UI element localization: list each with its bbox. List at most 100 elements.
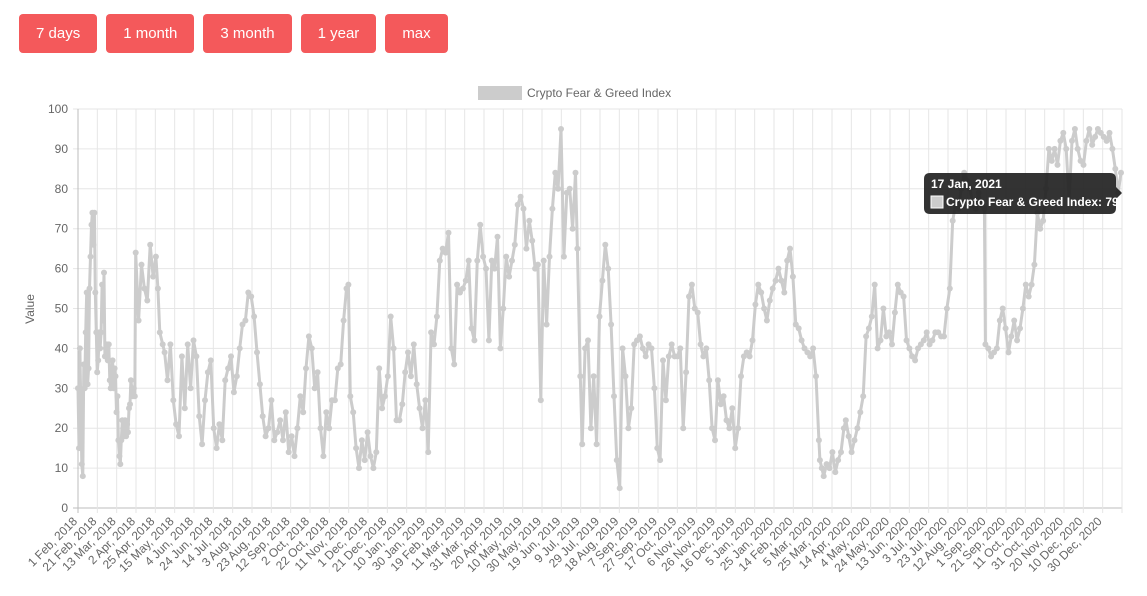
data-point[interactable] bbox=[483, 265, 489, 272]
data-point[interactable] bbox=[662, 397, 669, 404]
data-point[interactable] bbox=[152, 253, 159, 260]
data-point[interactable] bbox=[474, 257, 481, 264]
data-point[interactable] bbox=[91, 209, 98, 216]
data-point[interactable] bbox=[758, 289, 765, 296]
data-point[interactable] bbox=[251, 313, 258, 320]
data-point[interactable] bbox=[78, 461, 85, 468]
data-point[interactable] bbox=[144, 297, 151, 304]
data-point[interactable] bbox=[590, 373, 597, 380]
data-point[interactable] bbox=[156, 329, 163, 336]
data-point[interactable] bbox=[127, 377, 134, 384]
data-point[interactable] bbox=[97, 345, 104, 352]
data-point[interactable] bbox=[863, 333, 870, 340]
data-point[interactable] bbox=[248, 293, 255, 300]
data-point[interactable] bbox=[723, 417, 730, 424]
data-point[interactable] bbox=[196, 413, 203, 420]
data-point[interactable] bbox=[445, 229, 452, 236]
data-point[interactable] bbox=[668, 341, 675, 348]
data-point[interactable] bbox=[120, 425, 127, 432]
data-point[interactable] bbox=[616, 485, 623, 492]
data-point[interactable] bbox=[784, 257, 791, 264]
data-point[interactable] bbox=[810, 345, 817, 352]
data-point[interactable] bbox=[320, 453, 327, 460]
data-point[interactable] bbox=[288, 433, 295, 440]
data-point[interactable] bbox=[1069, 137, 1075, 144]
data-point[interactable] bbox=[497, 345, 504, 352]
data-point[interactable] bbox=[268, 397, 275, 404]
data-point[interactable] bbox=[574, 245, 581, 252]
data-point[interactable] bbox=[674, 353, 681, 360]
data-point[interactable] bbox=[462, 277, 469, 284]
data-point[interactable] bbox=[1011, 317, 1018, 324]
data-point[interactable] bbox=[1103, 137, 1110, 144]
data-point[interactable] bbox=[178, 353, 185, 360]
data-point[interactable] bbox=[943, 305, 950, 312]
data-point[interactable] bbox=[130, 385, 137, 392]
data-point[interactable] bbox=[454, 281, 461, 288]
data-point[interactable] bbox=[277, 417, 284, 424]
data-point[interactable] bbox=[1031, 261, 1038, 268]
data-point[interactable] bbox=[694, 309, 701, 316]
data-point[interactable] bbox=[1109, 145, 1116, 152]
data-point[interactable] bbox=[889, 341, 895, 348]
data-point[interactable] bbox=[1028, 281, 1035, 288]
data-point[interactable] bbox=[173, 421, 180, 428]
data-point[interactable] bbox=[433, 313, 440, 320]
data-point[interactable] bbox=[611, 393, 617, 400]
data-point[interactable] bbox=[367, 453, 374, 460]
data-point[interactable] bbox=[213, 445, 220, 452]
data-point[interactable] bbox=[323, 409, 330, 416]
data-point[interactable] bbox=[891, 309, 898, 316]
data-point[interactable] bbox=[946, 285, 953, 292]
data-point[interactable] bbox=[868, 313, 875, 320]
data-point[interactable] bbox=[176, 433, 182, 440]
data-point[interactable] bbox=[686, 293, 692, 300]
data-point[interactable] bbox=[697, 341, 704, 348]
data-point[interactable] bbox=[396, 417, 403, 424]
data-point[interactable] bbox=[857, 409, 864, 416]
data-point[interactable] bbox=[639, 345, 646, 352]
data-point[interactable] bbox=[1080, 161, 1087, 168]
data-point[interactable] bbox=[1025, 293, 1032, 300]
data-point[interactable] bbox=[113, 409, 120, 416]
data-point[interactable] bbox=[419, 425, 426, 432]
data-point[interactable] bbox=[88, 221, 95, 228]
data-point[interactable] bbox=[109, 357, 116, 364]
data-point[interactable] bbox=[138, 261, 145, 268]
data-point[interactable] bbox=[210, 425, 217, 432]
data-point[interactable] bbox=[636, 333, 643, 340]
data-point[interactable] bbox=[1014, 337, 1021, 344]
data-point[interactable] bbox=[608, 321, 615, 328]
data-point[interactable] bbox=[222, 377, 229, 384]
data-point[interactable] bbox=[781, 289, 788, 296]
data-point[interactable] bbox=[517, 193, 524, 200]
data-point[interactable] bbox=[442, 249, 449, 256]
data-point[interactable] bbox=[738, 373, 744, 380]
data-point[interactable] bbox=[555, 185, 562, 192]
data-point[interactable] bbox=[90, 241, 97, 248]
data-point[interactable] bbox=[648, 345, 655, 352]
data-point[interactable] bbox=[259, 413, 266, 420]
data-point[interactable] bbox=[807, 353, 814, 360]
data-point[interactable] bbox=[1074, 145, 1081, 152]
data-point[interactable] bbox=[274, 429, 281, 436]
data-point[interactable] bbox=[755, 281, 762, 288]
data-point[interactable] bbox=[912, 357, 919, 364]
range-3-month-button[interactable]: 3 month bbox=[203, 14, 292, 53]
data-point[interactable] bbox=[161, 349, 168, 356]
data-point[interactable] bbox=[485, 337, 492, 344]
data-point[interactable] bbox=[1118, 169, 1124, 176]
data-point[interactable] bbox=[602, 241, 609, 248]
data-point[interactable] bbox=[871, 281, 878, 288]
data-point[interactable] bbox=[798, 337, 805, 344]
data-point[interactable] bbox=[1063, 145, 1070, 152]
data-point[interactable] bbox=[104, 357, 111, 364]
data-point[interactable] bbox=[854, 425, 861, 432]
data-point[interactable] bbox=[766, 297, 773, 304]
data-point[interactable] bbox=[364, 429, 371, 436]
data-point[interactable] bbox=[314, 369, 321, 376]
data-point[interactable] bbox=[345, 281, 352, 288]
data-point[interactable] bbox=[451, 361, 458, 368]
data-point[interactable] bbox=[851, 437, 858, 444]
